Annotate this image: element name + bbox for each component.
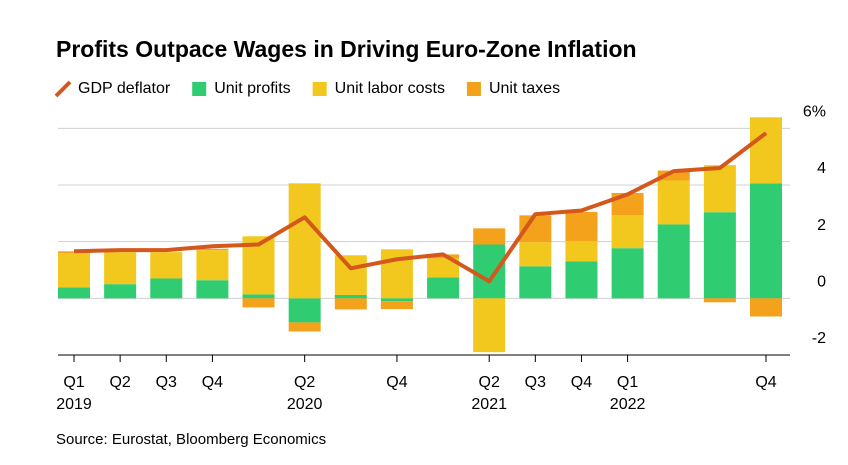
legend: GDP deflator Unit profits Unit labor costs… — [54, 80, 560, 98]
bar — [196, 248, 229, 251]
source: Source: Eurostat, Bloomberg Economics — [56, 431, 326, 448]
bar — [750, 298, 782, 317]
x-tick-label: Q4 — [571, 374, 592, 391]
y-tick-label: 6% — [803, 104, 826, 121]
legend-label: Unit taxes — [489, 80, 560, 97]
x-tick-label: Q1 — [63, 374, 84, 391]
bar — [427, 277, 460, 299]
bar — [334, 298, 367, 310]
bar — [565, 261, 598, 299]
x-tick-label: Q3 — [525, 374, 546, 391]
line — [73, 131, 768, 284]
bar — [288, 298, 321, 323]
bar — [611, 248, 644, 299]
bar — [288, 183, 321, 299]
x-tick-label: Q3 — [156, 374, 177, 391]
x-tick-label: Q4 — [386, 374, 407, 391]
legend-swatch — [192, 82, 207, 96]
bar — [242, 294, 275, 299]
bar — [380, 298, 413, 302]
bar — [657, 180, 690, 225]
y-tick-label: 4 — [817, 160, 826, 177]
bar — [750, 117, 782, 184]
bar — [703, 212, 736, 299]
x-tick-label: Q2 — [479, 374, 500, 391]
bar — [380, 301, 413, 310]
bar — [565, 241, 598, 262]
legend-label: Unit labor costs — [335, 80, 445, 97]
bar — [104, 284, 137, 299]
year-label: 2021 — [471, 396, 507, 413]
year-label: 2019 — [56, 396, 92, 413]
year-label: 2020 — [287, 396, 323, 413]
y-tick-label: -2 — [812, 330, 826, 347]
bar — [473, 298, 506, 353]
bar — [334, 255, 367, 295]
legend-swatch — [312, 82, 327, 96]
bar — [519, 242, 552, 267]
bar — [427, 258, 460, 278]
bar — [657, 170, 690, 181]
bar — [657, 224, 690, 299]
bar — [334, 294, 367, 299]
bar — [150, 278, 183, 299]
y-tick-label: 2 — [817, 217, 826, 234]
x-tick-label: Q4 — [755, 374, 776, 391]
year-label: 2022 — [610, 396, 646, 413]
bar — [750, 183, 782, 299]
bar — [519, 266, 552, 299]
legend-swatch — [466, 82, 481, 96]
bar — [58, 251, 90, 254]
bar — [703, 165, 736, 213]
bar — [473, 228, 506, 245]
bar — [565, 211, 598, 242]
x-tick-label: Q4 — [202, 374, 223, 391]
bar — [473, 244, 506, 299]
bar — [58, 287, 90, 299]
y-tick-label: 0 — [817, 274, 826, 291]
legend-label: GDP deflator — [78, 80, 171, 97]
bar — [242, 298, 275, 308]
bar — [196, 250, 229, 281]
bar — [196, 280, 229, 299]
bar — [288, 322, 321, 332]
legend-line — [54, 80, 72, 98]
x-tick-label: Q1 — [617, 374, 638, 391]
bar — [58, 253, 90, 288]
bar — [104, 252, 137, 285]
chart-title: Profits Outpace Wages in Driving Euro-Zo… — [56, 36, 637, 62]
x-tick-label: Q2 — [294, 374, 315, 391]
x-tick-label: Q2 — [109, 374, 130, 391]
bar — [611, 215, 644, 249]
bar — [703, 298, 736, 303]
bar — [150, 252, 183, 279]
legend-label: Unit profits — [214, 80, 290, 97]
